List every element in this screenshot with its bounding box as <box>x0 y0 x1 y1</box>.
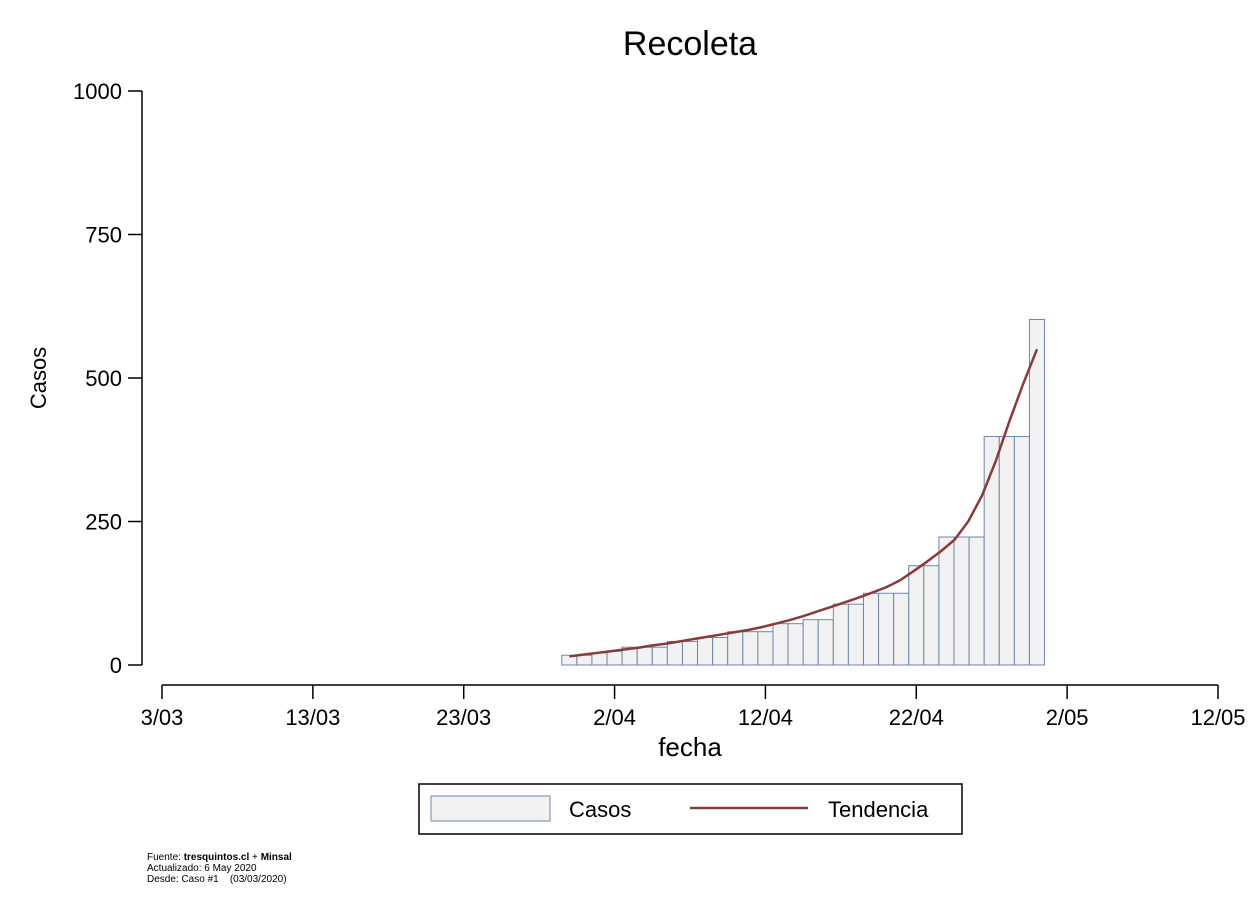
bar <box>938 536 955 666</box>
bar <box>727 631 744 666</box>
bar <box>968 536 985 666</box>
y-axis-label: Casos <box>26 347 51 409</box>
bar <box>923 565 940 666</box>
y-tick-label: 750 <box>85 223 122 248</box>
bar <box>832 603 849 666</box>
source-site: tresquintos.cl <box>183 852 250 863</box>
bar <box>576 654 593 666</box>
legend: Casos Tendencia <box>418 783 963 835</box>
legend-swatch-casos <box>430 795 551 822</box>
source-prefix: Fuente: <box>147 852 184 863</box>
x-tick-label: 2/04 <box>593 705 636 730</box>
source-line: Fuente: tresquintos.cl + Minsal <box>147 852 292 863</box>
bar <box>893 592 910 666</box>
x-tick-label: 13/03 <box>285 705 340 730</box>
bar <box>772 623 789 666</box>
x-tick-label: 12/04 <box>738 705 793 730</box>
bar <box>697 636 714 666</box>
source-note: Fuente: tresquintos.cl + Minsal Actualiz… <box>147 852 292 885</box>
legend-label-tendencia: Tendencia <box>828 797 929 822</box>
bar <box>636 646 653 666</box>
x-axis: 3/03 13/03 23/03 2/04 12/04 22/04 2/05 12/05 <box>141 684 1246 730</box>
bar <box>953 536 970 666</box>
bar <box>757 631 774 666</box>
trend-line-tendencia <box>569 348 1039 658</box>
bar <box>666 640 683 666</box>
bar <box>606 650 623 666</box>
x-tick-label: 12/05 <box>1190 705 1245 730</box>
bar <box>742 631 759 666</box>
legend-label-casos: Casos <box>569 797 631 822</box>
bar <box>998 436 1015 666</box>
bar <box>1028 318 1046 666</box>
y-axis: 0 250 500 750 1000 <box>73 79 143 678</box>
y-tick-label: 0 <box>110 653 122 678</box>
bar-series-casos <box>561 318 1046 666</box>
since-line: Desde: Caso #1 (03/03/2020) <box>147 874 287 885</box>
bar <box>862 592 880 666</box>
x-axis-label: fecha <box>658 732 722 762</box>
bar <box>908 565 925 666</box>
y-tick-label: 1000 <box>73 79 122 104</box>
y-tick-label: 500 <box>85 366 122 391</box>
bar <box>1013 436 1030 666</box>
x-tick-label: 22/04 <box>889 705 944 730</box>
x-tick-label: 2/05 <box>1046 705 1089 730</box>
updated-line: Actualizado: 6 May 2020 <box>147 863 257 874</box>
bar <box>802 619 819 666</box>
bar <box>878 592 895 666</box>
source-plus: + <box>249 852 261 863</box>
source-org: Minsal <box>260 852 292 863</box>
chart-title: Recoleta <box>623 25 757 63</box>
bar <box>591 652 608 666</box>
bar <box>817 619 834 666</box>
bar <box>712 636 729 666</box>
y-tick-label: 250 <box>85 510 122 535</box>
bar <box>847 603 864 666</box>
bar <box>681 640 699 666</box>
x-tick-label: 3/03 <box>141 705 184 730</box>
bar <box>651 646 668 666</box>
x-tick-label: 23/03 <box>436 705 491 730</box>
bar <box>787 623 804 666</box>
